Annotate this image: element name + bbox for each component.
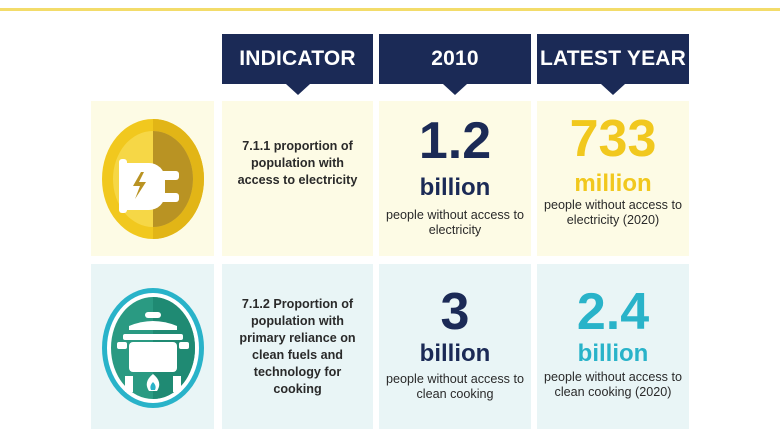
electric-plug-icon xyxy=(99,115,207,243)
value-number: 733 xyxy=(569,110,657,168)
value-unit: billion xyxy=(577,340,649,367)
value-description: people without access to electricity xyxy=(386,208,524,237)
value-2010-cell: 1.2 billion people without access to ele… xyxy=(379,101,531,256)
value-2010-cell: 3 billion people without access to clean… xyxy=(379,264,531,429)
value-number: 3 xyxy=(440,283,470,341)
header-2010: 2010 xyxy=(379,34,531,95)
value-description: people without access to clean cooking (… xyxy=(544,370,682,399)
value-number: 1.2 xyxy=(418,112,492,170)
icon-cell xyxy=(91,264,214,429)
value-latest-cell: 2.4 billion people without access to cle… xyxy=(537,264,689,429)
value-latest-cell: 733 million people without access to ele… xyxy=(537,101,689,256)
indicator-cell: 7.1.2 Proportion of population with prim… xyxy=(222,264,373,429)
value-description: people without access to clean cooking xyxy=(386,372,524,401)
value-unit: million xyxy=(574,170,652,197)
cooking-pot-icon xyxy=(99,284,207,412)
header-latest-year: LATEST YEAR xyxy=(537,34,689,95)
indicator-text: 7.1.1 proportion of population with acce… xyxy=(237,139,358,187)
icon-cell xyxy=(91,101,214,256)
value-unit: billion xyxy=(419,340,491,367)
indicator-cell: 7.1.1 proportion of population with acce… xyxy=(222,101,373,256)
value-description: people without access to electricity (20… xyxy=(544,198,682,227)
header-indicator: INDICATOR xyxy=(222,34,373,95)
value-number: 2.4 xyxy=(576,283,650,341)
top-divider-line xyxy=(0,8,780,11)
indicator-text: 7.1.2 Proportion of population with prim… xyxy=(239,297,356,396)
value-unit: billion xyxy=(419,174,491,201)
